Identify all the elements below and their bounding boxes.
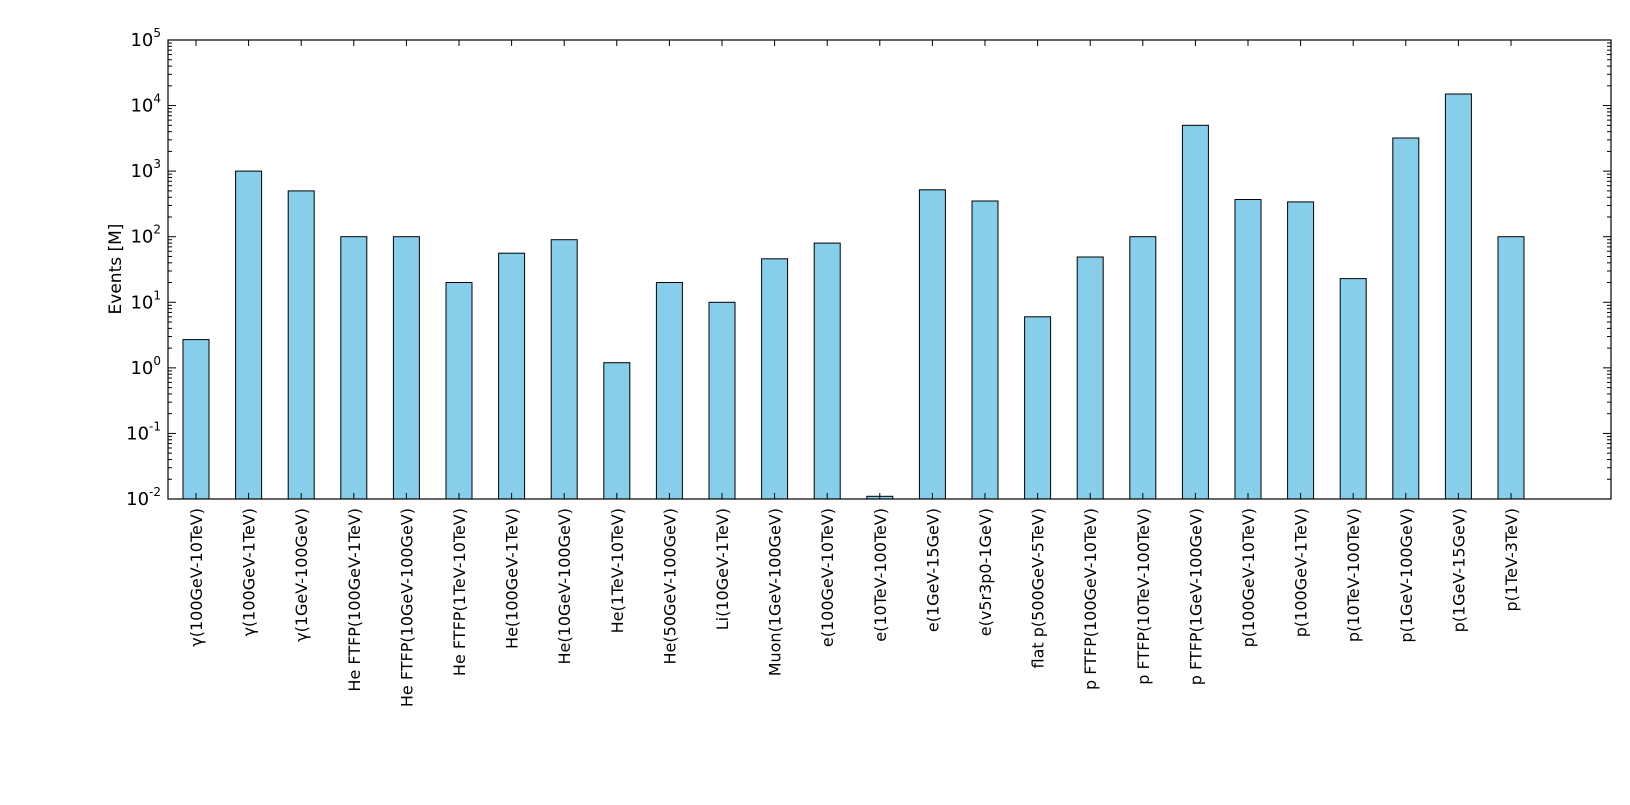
x-tick-label: p(1GeV-15GeV): [1449, 508, 1468, 632]
x-tick-label: e(v5r3p0-1GeV): [976, 508, 995, 636]
x-tick-label: He FTFP(100GeV-1TeV): [345, 508, 364, 692]
bar: [1181, 124, 1209, 500]
bar: [1392, 137, 1420, 500]
y-tick-label: 100: [130, 354, 161, 379]
x-tick-label: He(50GeV-100GeV): [660, 508, 679, 664]
bar: [1076, 256, 1104, 500]
y-tick-label: 102: [130, 223, 161, 248]
x-tick-label: p FTFP(10TeV-100TeV): [1134, 508, 1153, 685]
x-tick-label: He(100GeV-1TeV): [503, 508, 522, 649]
bar: [603, 362, 631, 500]
y-tick-label: 101: [130, 288, 161, 313]
bar: [445, 282, 473, 500]
bar: [392, 236, 420, 500]
y-tick-label: 104: [130, 92, 161, 117]
bar: [1497, 236, 1525, 500]
x-tick-label: p FTFP(1GeV-100GeV): [1186, 508, 1205, 685]
bar: [498, 252, 526, 500]
bar: [182, 339, 210, 500]
bar: [971, 200, 999, 500]
bar: [1444, 93, 1472, 500]
y-tick-labels: 10-2 10-1 100 101 102 103 104 105: [126, 26, 161, 510]
bar: [761, 258, 789, 500]
bars-layer: [182, 93, 1525, 500]
x-tick-label: flat p(500GeV-5TeV): [1029, 508, 1048, 668]
y-axis-label: Events [M]: [106, 224, 126, 315]
y-tick-label: 105: [130, 26, 161, 51]
y-tick-label: 10-2: [126, 485, 161, 510]
x-tick-label: He FTFP(10GeV-100GeV): [397, 508, 416, 707]
x-tick-label: γ(1GeV-100GeV): [292, 508, 311, 642]
x-tick-label: γ(100GeV-10TeV): [187, 508, 206, 647]
plot-frame: [167, 39, 1612, 500]
ticks-layer: [168, 39, 1611, 500]
bar: [1024, 316, 1052, 500]
x-tick-label: Muon(1GeV-100GeV): [766, 508, 785, 676]
bar: [918, 189, 946, 500]
x-tick-label: p(1GeV-100GeV): [1397, 508, 1416, 643]
x-tick-label: e(100GeV-10TeV): [818, 508, 837, 647]
bar: [550, 239, 578, 500]
y-tick-label: 10-1: [126, 419, 161, 444]
x-tick-label: He(10GeV-100GeV): [555, 508, 574, 664]
x-tick-label: e(10TeV-100TeV): [871, 508, 890, 642]
bar: [1339, 278, 1367, 500]
x-tick-label: p(100GeV-1TeV): [1292, 508, 1311, 637]
bar: [1129, 236, 1157, 500]
x-tick-label: Li(10GeV-1TeV): [713, 508, 732, 630]
x-tick-labels: γ(100GeV-10TeV) γ(100GeV-1TeV) γ(1GeV-100G…: [187, 508, 1521, 707]
bar: [287, 190, 315, 500]
bar: [235, 170, 263, 500]
x-tick-label: e(1GeV-15GeV): [923, 508, 942, 632]
bar: [708, 301, 736, 500]
x-tick-label: γ(100GeV-1TeV): [240, 508, 259, 637]
bar: [655, 282, 683, 500]
bar: [340, 236, 368, 500]
y-tick-label: 103: [130, 157, 161, 182]
bar: [813, 242, 841, 500]
x-tick-label: He(1TeV-10TeV): [608, 508, 627, 633]
x-tick-label: p(100GeV-10TeV): [1239, 508, 1258, 647]
x-tick-label: p(1TeV-3TeV): [1502, 508, 1521, 612]
x-tick-label: He FTFP(1TeV-10TeV): [450, 508, 469, 676]
bar: [1287, 201, 1315, 500]
x-tick-label: p FTFP(100GeV-10TeV): [1081, 508, 1100, 690]
x-tick-label: p(10TeV-100TeV): [1344, 508, 1363, 642]
bar: [1234, 199, 1262, 500]
